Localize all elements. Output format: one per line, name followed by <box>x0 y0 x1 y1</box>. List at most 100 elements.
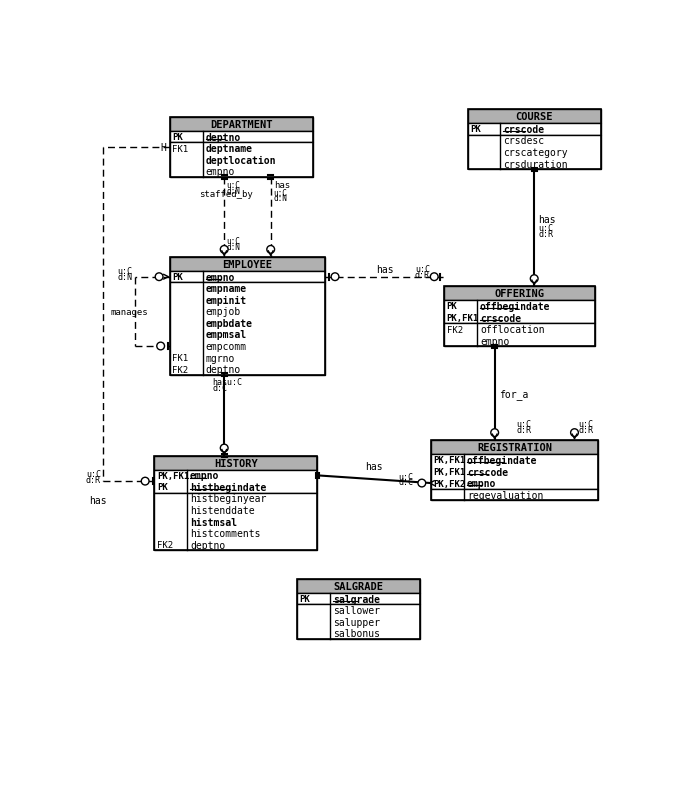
Text: d:C: d:C <box>399 477 413 486</box>
Bar <box>468 124 601 136</box>
Text: regevaluation: regevaluation <box>466 490 543 500</box>
Text: crscode: crscode <box>480 313 521 323</box>
Bar <box>170 132 313 143</box>
Circle shape <box>491 429 499 437</box>
Circle shape <box>141 478 149 485</box>
Text: histbeginyear: histbeginyear <box>190 494 266 504</box>
Bar <box>444 301 595 324</box>
Bar <box>431 489 598 500</box>
Text: empno: empno <box>466 479 496 488</box>
Bar <box>155 456 317 470</box>
Text: has: has <box>274 181 290 190</box>
Text: for_a: for_a <box>499 388 528 399</box>
Text: deptname: deptname <box>206 144 253 154</box>
Bar <box>155 493 317 551</box>
Bar <box>170 272 325 283</box>
Text: PK: PK <box>157 483 168 492</box>
Text: u:C: u:C <box>273 188 287 197</box>
Text: u:C: u:C <box>226 237 240 245</box>
Text: FK1: FK1 <box>172 354 188 363</box>
Circle shape <box>418 480 426 488</box>
Text: d:N: d:N <box>226 187 240 196</box>
Text: PK,FK1: PK,FK1 <box>446 314 479 322</box>
Text: PK,FK2: PK,FK2 <box>433 479 466 488</box>
Bar <box>170 118 313 132</box>
Bar <box>468 110 601 124</box>
Text: PK: PK <box>470 125 481 134</box>
Text: has: has <box>365 461 382 472</box>
Text: empbdate: empbdate <box>206 318 253 329</box>
Circle shape <box>431 273 438 282</box>
Text: has: has <box>538 214 555 225</box>
Text: d:R: d:R <box>516 426 531 435</box>
Bar <box>170 257 325 375</box>
Text: offbegindate: offbegindate <box>480 302 551 312</box>
Bar <box>170 283 325 375</box>
Circle shape <box>571 429 578 437</box>
Text: u:C: u:C <box>516 419 531 428</box>
Text: EMPLOYEE: EMPLOYEE <box>222 260 273 269</box>
Text: COURSE: COURSE <box>515 112 553 122</box>
Text: has: has <box>89 496 107 506</box>
Text: u:C: u:C <box>538 224 553 233</box>
Circle shape <box>155 273 163 282</box>
Bar <box>444 324 595 347</box>
Text: histenddate: histenddate <box>190 505 255 516</box>
Text: empmsal: empmsal <box>206 330 247 340</box>
Text: u:C: u:C <box>86 469 101 478</box>
Text: u:C: u:C <box>399 472 413 481</box>
Text: crscode: crscode <box>466 467 508 477</box>
Circle shape <box>267 246 275 254</box>
Text: u:C: u:C <box>118 267 132 276</box>
Circle shape <box>220 444 228 452</box>
Text: PK: PK <box>299 594 310 603</box>
Text: d:R: d:R <box>538 230 553 239</box>
Text: FK2: FK2 <box>172 365 188 374</box>
Text: offbegindate: offbegindate <box>466 456 538 465</box>
Text: PK: PK <box>446 302 457 311</box>
Text: d:N: d:N <box>226 242 240 252</box>
Text: PK,FK1: PK,FK1 <box>433 456 466 465</box>
Text: deptlocation: deptlocation <box>206 156 276 165</box>
Text: PK,FK1: PK,FK1 <box>157 472 189 480</box>
Text: deptno: deptno <box>206 132 241 143</box>
Text: deptno: deptno <box>190 540 226 550</box>
Bar <box>170 257 325 272</box>
Text: histbegindate: histbegindate <box>190 482 266 492</box>
Text: d:C: d:C <box>213 383 228 392</box>
Text: salgrade: salgrade <box>333 593 380 604</box>
Text: empno: empno <box>206 167 235 177</box>
Bar <box>444 287 595 301</box>
Text: PK: PK <box>172 273 183 282</box>
Bar <box>170 143 313 178</box>
Text: H: H <box>160 143 166 152</box>
Circle shape <box>531 275 538 283</box>
Circle shape <box>220 246 228 254</box>
Text: REGISTRATION: REGISTRATION <box>477 443 552 452</box>
Text: d:N: d:N <box>118 273 132 282</box>
Bar <box>297 579 420 593</box>
Text: FK2: FK2 <box>446 325 463 334</box>
Bar <box>155 470 317 493</box>
Text: u:C: u:C <box>226 181 240 190</box>
Text: mgrno: mgrno <box>206 353 235 363</box>
Text: has: has <box>376 265 393 274</box>
Text: HISTORY: HISTORY <box>214 458 257 468</box>
Text: d:R: d:R <box>86 476 101 484</box>
Text: empjob: empjob <box>206 307 241 317</box>
Bar <box>444 287 595 347</box>
Bar <box>297 605 420 639</box>
Text: salupper: salupper <box>333 617 380 627</box>
Text: crscategory: crscategory <box>503 148 568 158</box>
Text: hasu:C: hasu:C <box>213 377 243 386</box>
Circle shape <box>331 273 339 282</box>
Text: d:N: d:N <box>273 194 287 203</box>
Text: empcomm: empcomm <box>206 342 247 351</box>
Text: staffed_by: staffed_by <box>199 190 253 199</box>
Text: SALGRADE: SALGRADE <box>333 581 383 591</box>
Bar <box>297 579 420 639</box>
Bar <box>431 441 598 500</box>
Text: empno: empno <box>206 273 235 282</box>
Text: salbonus: salbonus <box>333 629 380 638</box>
Text: deptno: deptno <box>206 365 241 375</box>
